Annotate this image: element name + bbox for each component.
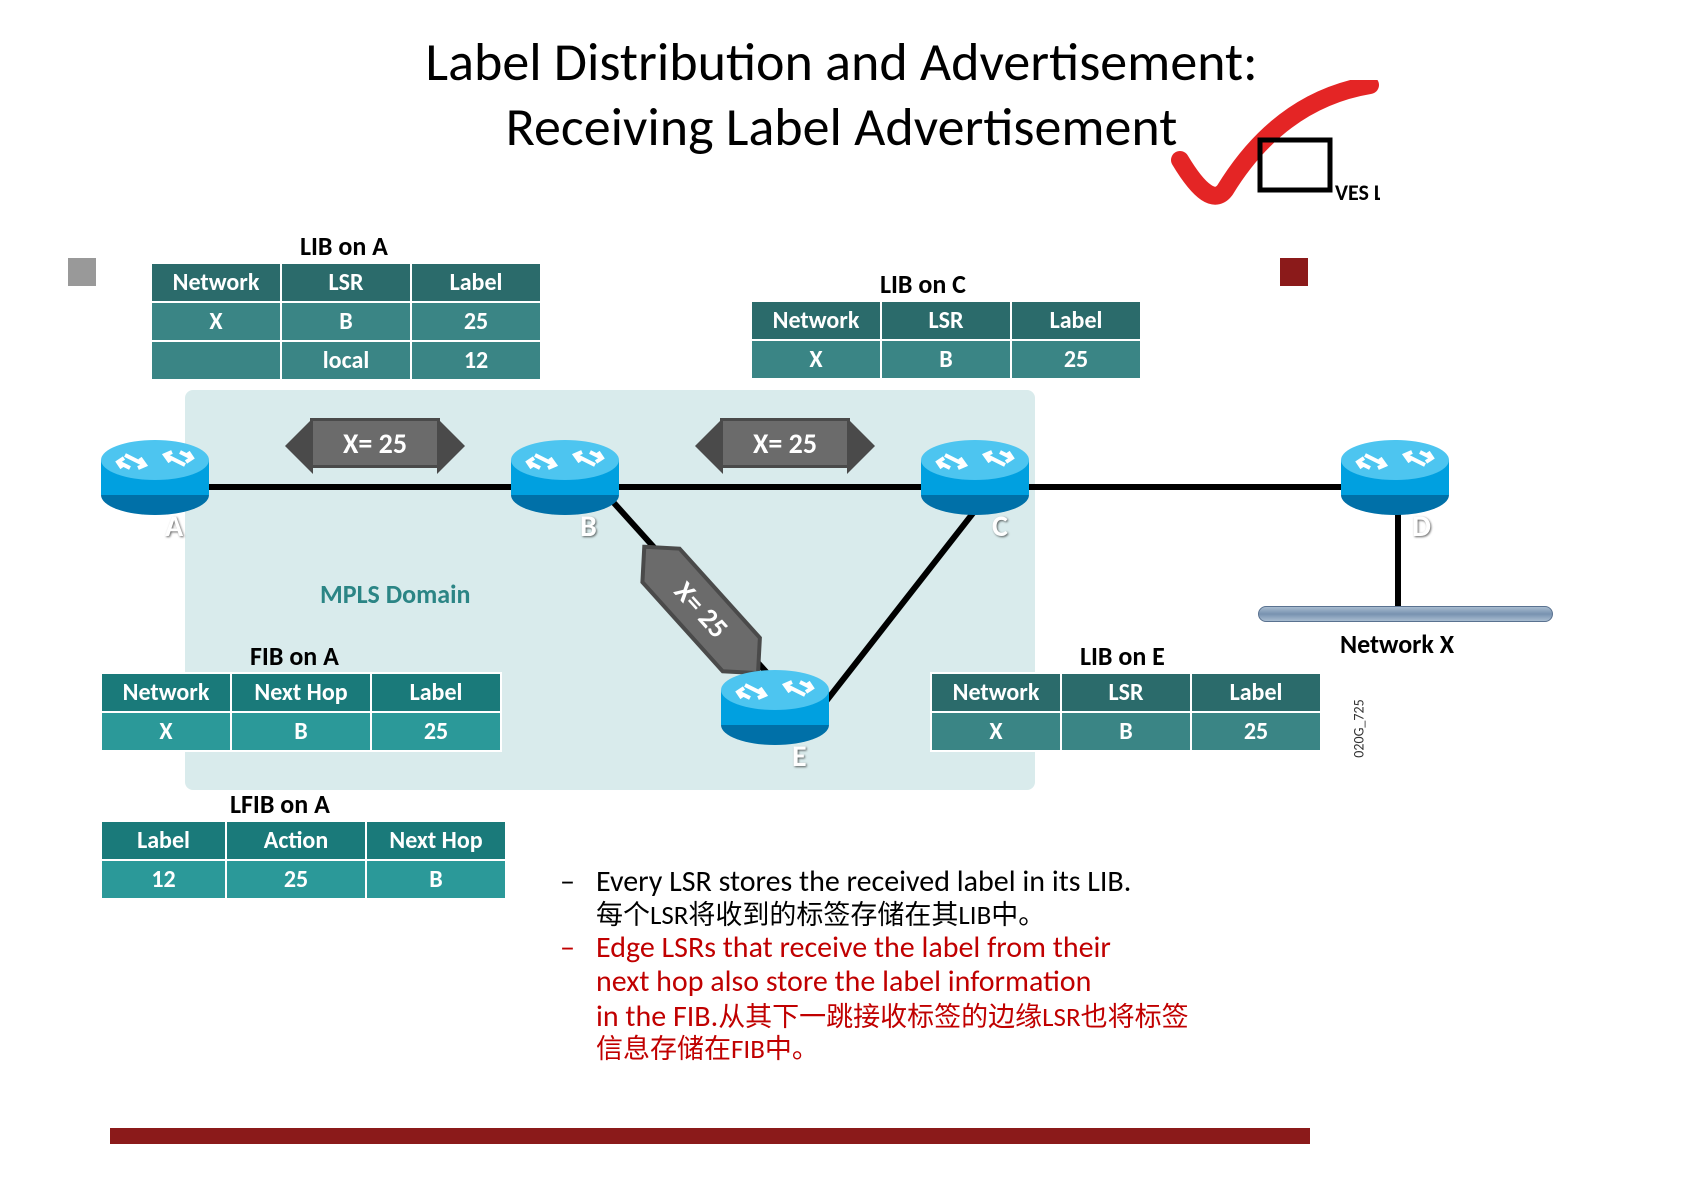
- arrow-label-bc: X= 25: [720, 418, 850, 468]
- col-label: Label: [101, 821, 226, 860]
- table-row: X B 25: [101, 712, 501, 751]
- router-b-label: B: [580, 508, 597, 545]
- arrow-label-ab: X= 25: [310, 418, 440, 468]
- col-lsr: LSR: [281, 263, 411, 302]
- col-network: Network: [101, 673, 231, 712]
- col-nexthop: Next Hop: [366, 821, 506, 860]
- router-e: [720, 670, 830, 750]
- link-c-d: [1010, 484, 1360, 490]
- col-action: Action: [226, 821, 366, 860]
- col-label: Label: [411, 263, 541, 302]
- bullet-2: –Edge LSRs that receive the label from t…: [560, 931, 1340, 1066]
- fib-a-title: FIB on A: [250, 640, 339, 672]
- col-label: Label: [1011, 301, 1141, 340]
- router-b: [510, 440, 620, 520]
- fib-a-table: Network Next Hop Label X B 25: [100, 672, 502, 752]
- table-header-row: Label Action Next Hop: [101, 821, 506, 860]
- lfib-a-table: Label Action Next Hop 12 25 B: [100, 820, 507, 900]
- title-line-1: Label Distribution and Advertisement:: [425, 29, 1257, 95]
- table-header-row: Network LSR Label: [931, 673, 1321, 712]
- checkmark-icon: VES LAB: [1160, 80, 1380, 220]
- col-lsr: LSR: [1061, 673, 1191, 712]
- router-a-label: A: [165, 508, 183, 545]
- table-row: local 12: [151, 341, 541, 380]
- lib-a-table: Network LSR Label X B 25 local 12: [150, 262, 542, 381]
- network-x-label: Network X: [1340, 628, 1454, 660]
- table-header-row: Network LSR Label: [151, 263, 541, 302]
- bullet-list: –Every LSR stores the received label in …: [560, 865, 1340, 1065]
- router-d: [1340, 440, 1450, 520]
- table-row: X B 25: [931, 712, 1321, 751]
- table-row: X B 25: [751, 340, 1141, 379]
- table-header-row: Network Next Hop Label: [101, 673, 501, 712]
- lib-e-title: LIB on E: [1080, 640, 1165, 672]
- link-a-b: [190, 484, 550, 490]
- router-a: [100, 440, 210, 520]
- col-label: Label: [1191, 673, 1321, 712]
- col-network: Network: [931, 673, 1061, 712]
- slide-code: 020G_725: [1351, 699, 1368, 757]
- router-c: [920, 440, 1030, 520]
- router-d-label: D: [1412, 508, 1431, 545]
- mpls-domain-label: MPLS Domain: [320, 578, 470, 610]
- link-b-c: [600, 484, 960, 490]
- decorative-square-left: [68, 258, 96, 286]
- col-network: Network: [751, 301, 881, 340]
- table-header-row: Network LSR Label: [751, 301, 1141, 340]
- router-c-label: C: [992, 508, 1008, 545]
- svg-text:VES LAB: VES LAB: [1335, 179, 1380, 206]
- slide-title: Label Distribution and Advertisement: Re…: [0, 0, 1683, 160]
- col-nexthop: Next Hop: [231, 673, 371, 712]
- router-e-label: E: [792, 738, 807, 775]
- col-label: Label: [371, 673, 501, 712]
- bullet-1: –Every LSR stores the received label in …: [560, 865, 1340, 931]
- table-row: X B 25: [151, 302, 541, 341]
- col-lsr: LSR: [881, 301, 1011, 340]
- col-network: Network: [151, 263, 281, 302]
- bottom-bar: [110, 1128, 1310, 1144]
- lib-e-table: Network LSR Label X B 25: [930, 672, 1322, 752]
- table-row: 12 25 B: [101, 860, 506, 899]
- lib-c-table: Network LSR Label X B 25: [750, 300, 1142, 380]
- lfib-a-title: LFIB on A: [230, 788, 330, 820]
- lib-c-title: LIB on C: [880, 268, 966, 300]
- network-x-cable: [1258, 606, 1553, 622]
- lib-a-title: LIB on A: [300, 230, 388, 262]
- title-line-2: Receiving Label Advertisement: [506, 94, 1178, 160]
- link-d-down: [1395, 510, 1401, 610]
- decorative-square-right: [1280, 258, 1308, 286]
